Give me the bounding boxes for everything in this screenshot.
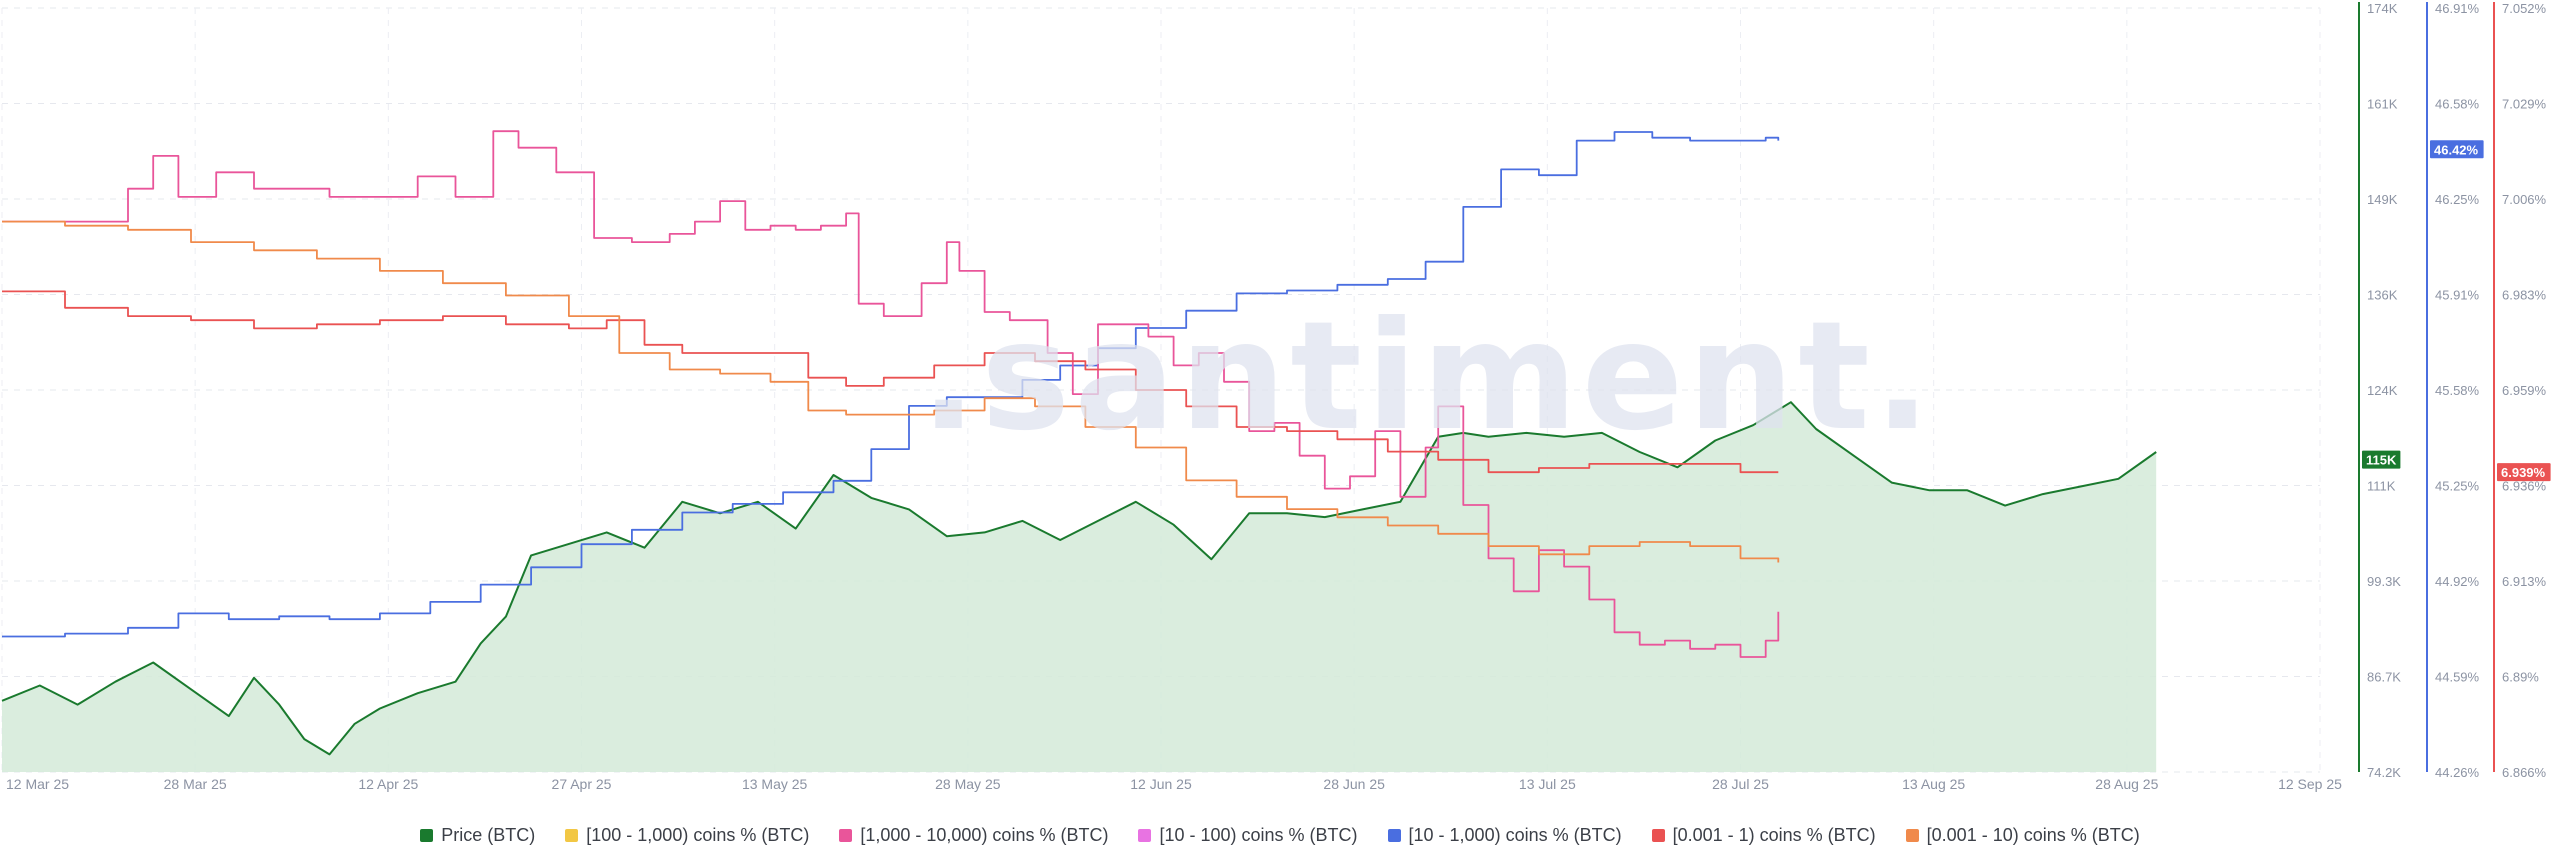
y-tick-label-price: 74.2K [2367, 765, 2401, 780]
current-value-label-red: 6.939% [2501, 465, 2546, 480]
y-tick-label-price: 99.3K [2367, 574, 2401, 589]
y-tick-label-price: 136K [2367, 288, 2398, 303]
series-line-price-btc [1, 401, 2157, 756]
y-tick-label-red: 7.006% [2502, 192, 2547, 207]
y-tick-label-blue: 45.58% [2435, 383, 2480, 398]
legend-label: [100 - 1,000) coins % (BTC) [586, 824, 810, 845]
y-tick-label-red: 6.983% [2502, 288, 2547, 303]
x-tick-label: 13 May 25 [742, 776, 808, 792]
x-tick-label: 13 Aug 25 [1902, 776, 1965, 792]
x-tick-label: 28 May 25 [935, 776, 1001, 792]
series-line-0-001-1-coins-btc [2, 290, 1779, 474]
x-tick-label: 12 Apr 25 [358, 776, 418, 792]
y-tick-label-blue: 46.25% [2435, 192, 2480, 207]
y-tick-label-price: 174K [2367, 1, 2398, 16]
current-value-label-price: 115K [2366, 453, 2397, 468]
legend-swatch [1387, 828, 1401, 842]
current-value-badge-price [2362, 450, 2401, 469]
y-tick-label-red: 6.959% [2502, 383, 2547, 398]
current-value-badge-blue [2430, 140, 2484, 159]
y-tick-label-price: 149K [2367, 192, 2398, 207]
legend-label: Price (BTC) [441, 824, 536, 845]
legend-swatch [420, 828, 434, 842]
y-tick-label-red: 7.052% [2502, 1, 2547, 16]
x-tick-label: 27 Apr 25 [552, 776, 612, 792]
legend-item[interactable]: [0.001 - 1) coins % (BTC) [1651, 824, 1876, 846]
legend-label: [0.001 - 10) coins % (BTC) [1926, 824, 2140, 845]
y-tick-label-red: 7.029% [2502, 97, 2547, 112]
x-tick-label: 28 Jul 25 [1712, 776, 1769, 792]
legend-item[interactable]: [0.001 - 10) coins % (BTC) [1905, 824, 2140, 846]
x-tick-label: 28 Jun 25 [1323, 776, 1385, 792]
y-tick-label-blue: 44.92% [2435, 574, 2480, 589]
y-tick-label-blue: 44.26% [2435, 765, 2480, 780]
current-value-badge-red [2497, 463, 2551, 482]
current-value-label-blue: 46.42% [2434, 142, 2479, 157]
legend-label: [1,000 - 10,000) coins % (BTC) [860, 824, 1109, 845]
x-tick-label: 28 Aug 25 [2095, 776, 2158, 792]
y-tick-label-price: 161K [2367, 97, 2398, 112]
legend-item[interactable]: Price (BTC) [420, 825, 535, 846]
legend-label: [10 - 100) coins % (BTC) [1159, 824, 1358, 845]
y-tick-label-blue: 44.59% [2435, 670, 2480, 685]
y-tick-label-price: 111K [2367, 479, 2396, 494]
legend-item[interactable]: [100 - 1,000) coins % (BTC) [565, 825, 809, 846]
legend-label: [0.001 - 1) coins % (BTC) [1672, 824, 1876, 845]
y-tick-label-red: 6.936% [2502, 479, 2547, 494]
y-tick-label-blue: 46.91% [2435, 1, 2480, 16]
y-tick-label-blue: 45.91% [2435, 288, 2480, 303]
x-tick-label: 12 Sep 25 [2278, 776, 2342, 792]
y-tick-label-price: 86.7K [2367, 670, 2401, 685]
y-tick-label-red: 6.913% [2502, 574, 2547, 589]
legend-swatch [839, 828, 853, 842]
price-area [2, 402, 2157, 772]
y-tick-label-price: 124K [2367, 383, 2398, 398]
legend-item[interactable]: [10 - 1,000) coins % (BTC) [1387, 824, 1622, 846]
legend-item[interactable]: [10 - 100) coins % (BTC) [1138, 824, 1358, 846]
y-tick-label-blue: 45.25% [2435, 479, 2480, 494]
legend-item[interactable]: [1,000 - 10,000) coins % (BTC) [839, 825, 1108, 846]
y-tick-label-blue: 46.58% [2435, 97, 2480, 112]
x-tick-label: 12 Mar 25 [6, 776, 69, 792]
x-tick-label: 28 Mar 25 [164, 776, 227, 792]
series-line-0-001-10-coins-btc [2, 220, 1780, 563]
legend-swatch [565, 828, 579, 842]
legend-swatch [1905, 828, 1919, 842]
legend: Price (BTC) [100 - 1,000) coins % (BTC) [1… [0, 820, 2560, 850]
x-tick-label: 12 Jun 25 [1130, 776, 1192, 792]
legend-swatch [1651, 828, 1665, 842]
legend-swatch [1138, 828, 1152, 842]
x-tick-label: 13 Jul 25 [1519, 776, 1576, 792]
y-tick-label-red: 6.866% [2502, 765, 2547, 780]
y-tick-label-red: 6.89% [2502, 670, 2539, 685]
legend-label: [10 - 1,000) coins % (BTC) [1408, 824, 1622, 845]
series-line-10-1-000-coins-btc [2, 131, 1780, 638]
